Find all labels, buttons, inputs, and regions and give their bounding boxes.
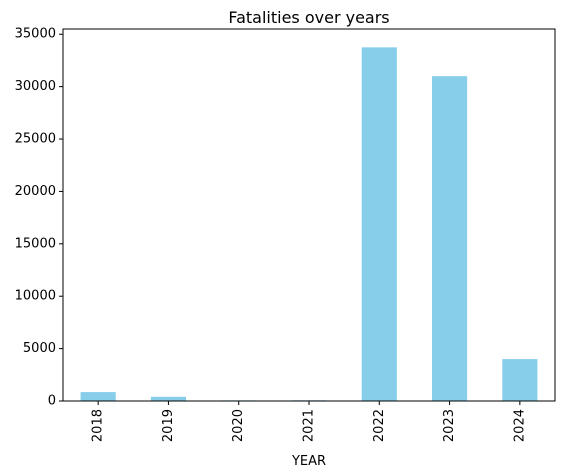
x-tick-label: 2019 — [161, 409, 176, 442]
x-axis-label: YEAR — [291, 454, 326, 469]
plot-frame — [62, 28, 556, 402]
bar-2022 — [361, 47, 397, 402]
bar-2018 — [80, 392, 116, 401]
y-tick-label: 0 — [48, 394, 56, 409]
bars-group — [80, 47, 538, 402]
y-tick-label: 30000 — [15, 79, 56, 94]
y-tick-label: 20000 — [15, 184, 56, 199]
bar-2019 — [150, 396, 186, 401]
x-tick-label: 2022 — [372, 409, 387, 442]
y-tick-label: 25000 — [15, 132, 56, 147]
y-tick-label: 35000 — [15, 27, 56, 42]
y-axis: 0 5000 10000 15000 20000 25000 30000 35000 — [15, 27, 63, 409]
x-tick-label: 2023 — [442, 409, 457, 442]
chart-title: Fatalities over years — [228, 8, 389, 27]
x-axis: 2018 2019 2020 2021 2022 2023 2024 — [91, 401, 527, 442]
x-tick-label: 2021 — [302, 409, 317, 442]
y-tick-label: 10000 — [15, 289, 56, 304]
y-tick-label: 5000 — [23, 341, 56, 356]
y-tick-label: 15000 — [15, 236, 56, 251]
x-tick-label: 2018 — [91, 409, 106, 442]
x-tick-label: 2020 — [231, 409, 246, 442]
x-tick-label: 2024 — [512, 409, 527, 442]
bar-2023 — [432, 76, 468, 401]
bar-2024 — [502, 359, 538, 401]
